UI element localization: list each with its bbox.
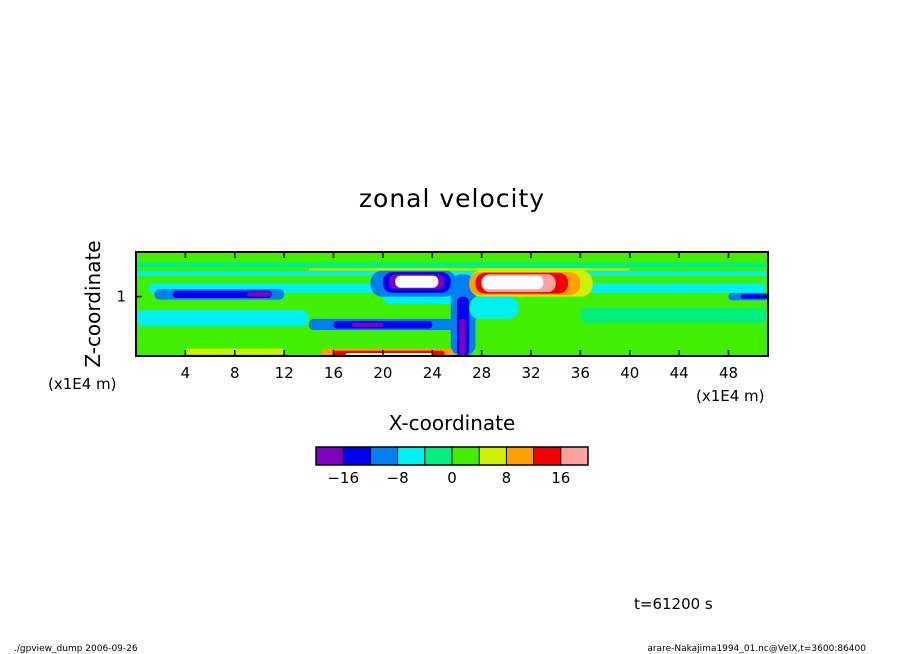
colorbar-label: −8: [387, 469, 409, 487]
x-axis-ticks: 4 8 12 16 20 24 28 32 36 40 44 48: [181, 252, 738, 382]
footer-right: arare-Nakajima1994_01.nc@VelX,t=3600:864…: [647, 644, 866, 654]
contour-region: [352, 322, 383, 328]
colorbar-swatch: [316, 447, 344, 465]
contour-region: [308, 268, 630, 271]
colorbar-swatch: [560, 447, 588, 465]
x-tick-label: 12: [275, 364, 294, 382]
colorbar-swatch: [397, 447, 425, 465]
x-tick-label: 24: [423, 364, 442, 382]
colorbar-swatch: [452, 447, 480, 465]
x-tick-label: 20: [373, 364, 392, 382]
colorbar-label: 16: [551, 469, 570, 487]
colorbar-swatch: [479, 447, 507, 465]
x-tick-label: 8: [230, 364, 240, 382]
colorbar-swatch: [506, 447, 534, 465]
colorbar-label: 8: [502, 469, 512, 487]
contour-region: [173, 290, 272, 298]
x-unit-label: (x1E4 m): [696, 387, 765, 405]
x-tick-label: 4: [181, 364, 191, 382]
plot-area: [135, 251, 769, 357]
contour-region: [469, 296, 519, 319]
x-tick-label: 28: [472, 364, 491, 382]
colorbar-swatch: [343, 447, 371, 465]
plot-frame: [135, 251, 769, 357]
x-tick-label: 16: [324, 364, 343, 382]
chart-title: zonal velocity: [359, 184, 545, 213]
x-axis-title: X-coordinate: [389, 411, 516, 435]
colorbar-label: 0: [447, 469, 457, 487]
y-axis-ticks: 1: [116, 288, 768, 306]
y-tick-label: 1: [116, 288, 126, 306]
contour-region: [580, 307, 768, 323]
x-tick-label: 44: [670, 364, 689, 382]
x-tick-label: 48: [719, 364, 738, 382]
contour-region: [605, 333, 766, 349]
contour-region: [136, 262, 768, 268]
colorbar-swatch: [370, 447, 398, 465]
x-tick-label: 40: [620, 364, 639, 382]
y-axis-title: Z-coordinate: [81, 240, 105, 367]
contour-region: [247, 291, 272, 297]
x-tick-label: 32: [521, 364, 540, 382]
colorbar-label: −16: [327, 469, 359, 487]
colorbar-swatch: [533, 447, 561, 465]
colorbar-swatch: [424, 447, 452, 465]
contour-region: [395, 275, 439, 288]
contour-region: [136, 309, 309, 327]
x-tick-label: 36: [571, 364, 590, 382]
footer-left: ./gpview_dump 2006-09-26: [14, 644, 138, 654]
contour-region: [160, 341, 297, 350]
contour-region: [459, 318, 466, 356]
colorbar-frame: [315, 446, 589, 466]
time-label: t=61200 s: [634, 595, 713, 613]
colorbar: −16 −8 0 8 16: [315, 446, 589, 487]
y-unit-label: (x1E4 m): [48, 375, 117, 393]
contour-region: [740, 294, 768, 299]
contour-region: [481, 275, 544, 290]
contour-regions: [136, 262, 768, 356]
